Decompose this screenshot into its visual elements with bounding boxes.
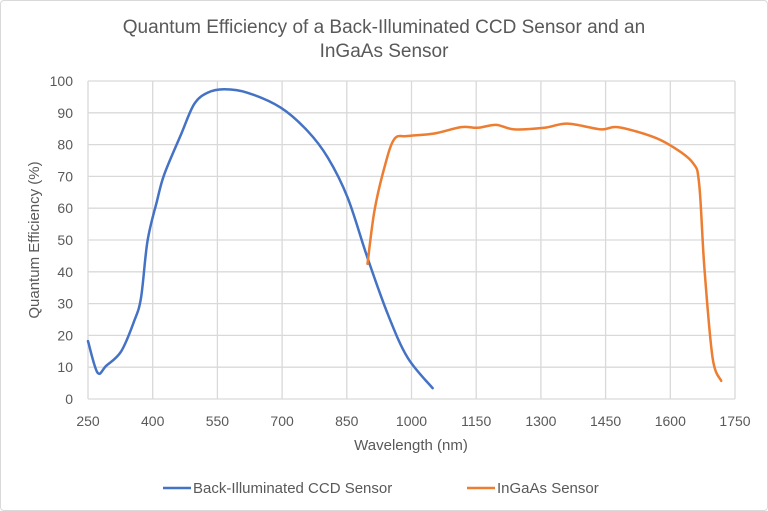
x-tick-label: 1450 — [590, 413, 621, 429]
x-tick-label: 1750 — [719, 413, 750, 429]
y-tick-label: 10 — [57, 359, 73, 375]
legend: Back-Illuminated CCD Sensor InGaAs Senso… — [163, 480, 599, 497]
grid — [87, 80, 736, 400]
x-tick-label: 1300 — [525, 413, 556, 429]
y-tick-labels: 0 10 20 30 40 50 60 70 80 90 100 — [50, 73, 74, 407]
y-tick-label: 30 — [57, 296, 73, 312]
y-tick-label: 100 — [50, 73, 74, 89]
legend-label-ingaas: InGaAs Sensor — [497, 480, 599, 497]
x-tick-label: 1000 — [396, 413, 427, 429]
x-tick-labels: 250 400 550 700 850 1000 1150 1300 1450 1600 1750 — [76, 413, 750, 429]
y-tick-label: 40 — [57, 264, 73, 280]
y-tick-label: 80 — [57, 137, 73, 153]
x-tick-label: 850 — [335, 413, 359, 429]
chart-title-line-1: Quantum Efficiency of a Back-Illuminated… — [123, 17, 645, 38]
x-axis-label: Wavelength (nm) — [354, 437, 468, 454]
x-tick-label: 400 — [141, 413, 165, 429]
series-line-0 — [86, 88, 434, 390]
x-tick-label: 550 — [206, 413, 230, 429]
y-tick-label: 90 — [57, 105, 73, 121]
series-line-1 — [366, 122, 723, 383]
legend-label-ccd: Back-Illuminated CCD Sensor — [193, 480, 392, 497]
x-tick-label: 1150 — [461, 413, 491, 429]
y-tick-label: 20 — [57, 327, 73, 343]
x-tick-label: 1600 — [655, 413, 686, 429]
x-tick-label: 250 — [76, 413, 100, 429]
y-tick-label: 60 — [57, 200, 73, 216]
y-axis-label: Quantum Efficiency (%) — [26, 161, 43, 318]
y-tick-label: 50 — [57, 232, 73, 248]
chart-title-line-2: InGaAs Sensor — [320, 41, 450, 62]
y-tick-label: 0 — [65, 391, 73, 407]
x-tick-label: 700 — [270, 413, 294, 429]
y-tick-label: 70 — [57, 168, 73, 184]
series-lines — [86, 88, 723, 390]
